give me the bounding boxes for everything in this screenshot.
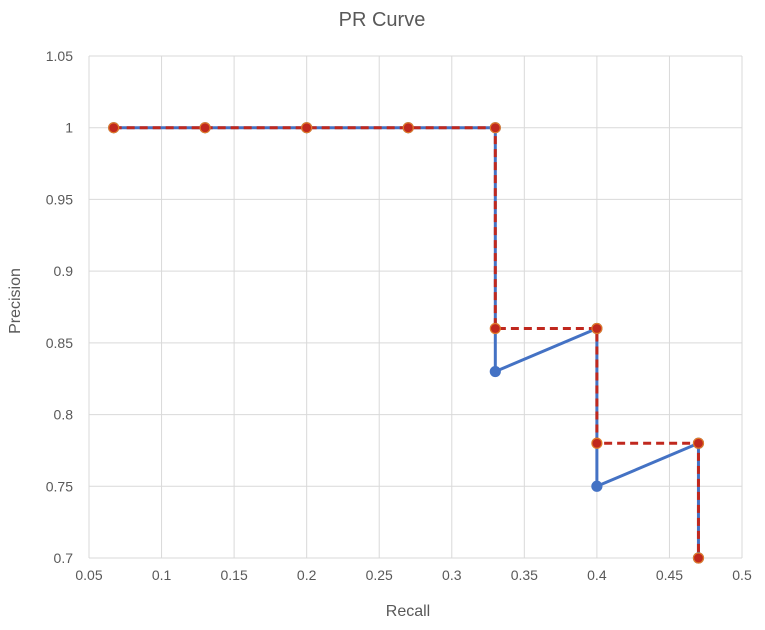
chart-title: PR Curve <box>339 9 426 31</box>
x-tick-label: 0.5 <box>732 567 752 583</box>
x-tick-label: 0.4 <box>587 567 607 583</box>
series-layer <box>108 122 705 564</box>
x-tick-label: 0.45 <box>656 567 683 583</box>
x-axis-label: Recall <box>386 603 430 620</box>
x-tick-label: 0.2 <box>297 567 317 583</box>
grid <box>88 55 743 559</box>
x-tick-label: 0.05 <box>75 567 102 583</box>
y-tick-label: 1 <box>65 120 73 136</box>
series-1-marker <box>591 322 603 335</box>
series-1-line <box>113 126 700 558</box>
series-1-marker <box>402 122 414 134</box>
series-1-marker <box>692 552 705 564</box>
y-tick-label: 0.7 <box>54 550 74 566</box>
series-1-marker <box>301 122 313 134</box>
y-tick-label: 0.8 <box>54 407 74 423</box>
y-tick-label: 1.05 <box>46 48 73 64</box>
series-1-marker <box>199 122 211 134</box>
tick-labels: 0.05 0.1 0.15 0.2 0.25 0.3 0.35 0.4 0.45 0.5 0.7 0.… <box>46 48 752 583</box>
x-tick-label: 0.3 <box>442 567 462 583</box>
series-0-line <box>113 126 700 558</box>
series-1-marker <box>692 437 705 449</box>
y-axis-label: Precision <box>7 268 24 334</box>
series-0-marker <box>591 480 603 492</box>
series-1-marker <box>108 122 120 134</box>
x-tick-label: 0.1 <box>152 567 172 583</box>
x-tick-label: 0.25 <box>366 567 393 583</box>
series-1-marker <box>591 437 603 449</box>
series-0-marker <box>489 365 501 378</box>
series-1-marker <box>489 322 501 335</box>
y-tick-label: 0.9 <box>54 263 74 279</box>
x-tick-label: 0.15 <box>220 567 247 583</box>
y-tick-label: 0.85 <box>46 335 73 351</box>
series-1-marker <box>489 122 501 134</box>
y-tick-label: 0.75 <box>46 478 73 494</box>
y-tick-label: 0.95 <box>46 191 73 207</box>
x-tick-label: 0.35 <box>511 567 538 583</box>
